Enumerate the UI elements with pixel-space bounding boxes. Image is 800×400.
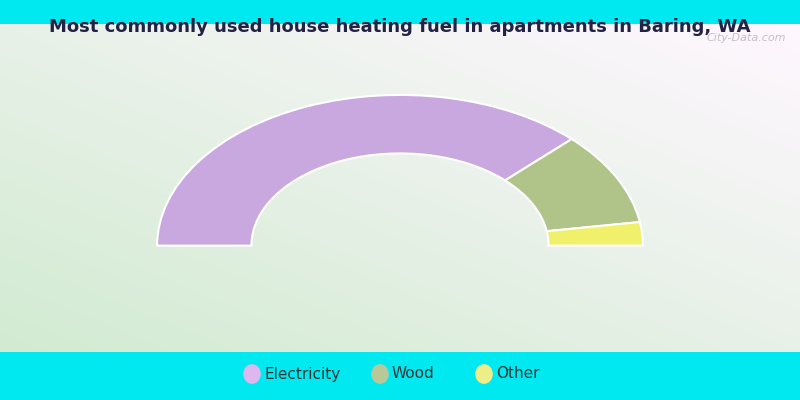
Text: City-Data.com: City-Data.com (706, 33, 786, 43)
Ellipse shape (475, 364, 493, 384)
Wedge shape (546, 222, 643, 246)
Text: Most commonly used house heating fuel in apartments in Baring, WA: Most commonly used house heating fuel in… (50, 18, 750, 36)
Text: Electricity: Electricity (264, 366, 340, 382)
Ellipse shape (371, 364, 389, 384)
Wedge shape (157, 95, 572, 246)
Ellipse shape (243, 364, 261, 384)
Text: Wood: Wood (392, 366, 434, 382)
Wedge shape (505, 139, 640, 231)
Text: Other: Other (496, 366, 539, 382)
